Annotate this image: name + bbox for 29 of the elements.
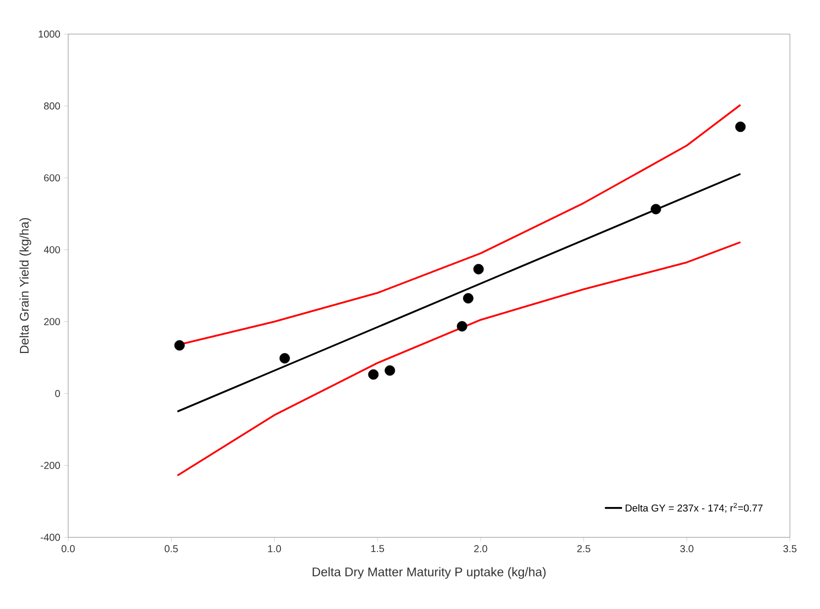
y-tick-label: -200 — [40, 462, 60, 469]
y-tick-label: 0 — [55, 390, 60, 397]
point — [279, 352, 290, 364]
point — [735, 121, 746, 132]
point — [650, 204, 662, 214]
x-tick-label: 1.0 — [268, 544, 281, 552]
x-tick-label: 1.5 — [371, 544, 384, 552]
x-tick-label: 2.0 — [474, 544, 488, 552]
y-tick-label: 1000 — [38, 30, 60, 38]
x-tick-label: 3.0 — [680, 544, 694, 552]
point — [174, 340, 185, 350]
y-axis-title: Delta Grain Yield (kg/ha) — [19, 218, 32, 353]
legend-label: Delta GY = 237x - 174; r$^{2}$=0.77 — [626, 502, 763, 513]
point — [384, 365, 396, 376]
point — [456, 320, 468, 332]
x-tick-label: 2.5 — [577, 544, 590, 552]
point — [368, 369, 379, 380]
y-tick-label: 400 — [44, 246, 60, 254]
y-tick-label: -400 — [40, 534, 60, 541]
line-series — [176, 241, 742, 476]
x-axis-title: Delta Dry Matter Maturity P uptake (kg/ha) — [312, 566, 546, 579]
x-tick-label: 0.0 — [62, 544, 75, 552]
x-tick-label: 3.5 — [783, 544, 796, 552]
y-tick-label: 800 — [44, 102, 60, 110]
x-tick-label: 0.5 — [164, 544, 178, 552]
y-tick-label: 600 — [44, 174, 60, 182]
point — [463, 292, 474, 304]
point — [473, 264, 484, 274]
y-tick-label: 200 — [44, 318, 60, 325]
